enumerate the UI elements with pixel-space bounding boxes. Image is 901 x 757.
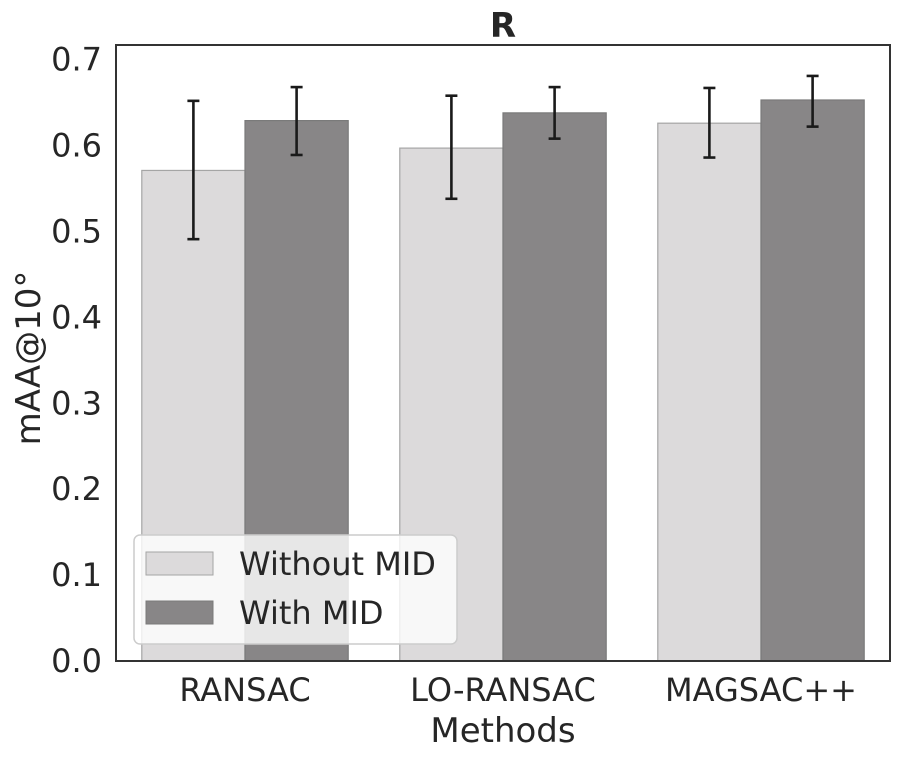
y-axis-ticks: 0.0 0.1 0.2 0.3 0.4 0.5 0.6 0.7 [51, 41, 102, 680]
legend-label-without-mid: Without MID [239, 545, 436, 583]
y-tick-label: 0.7 [51, 41, 102, 79]
y-tick-label: 0.4 [51, 298, 102, 336]
y-tick-label: 0.0 [51, 642, 102, 680]
legend-label-with-mid: With MID [239, 594, 384, 632]
bar-magsac-without-mid [657, 122, 762, 662]
y-tick-label: 0.1 [51, 556, 102, 594]
y-axis-label: mAA@10° [9, 271, 49, 446]
error-bar-magsac-with-mid [806, 74, 819, 128]
y-tick-label: 0.3 [51, 384, 102, 422]
x-axis-label: Methods [430, 711, 575, 751]
y-tick-label: 0.6 [51, 127, 102, 165]
error-bar-ransac-with-mid [290, 85, 303, 157]
error-bar-magsac-without-mid [703, 86, 716, 159]
error-bar-lo-ransac-without-mid [445, 94, 458, 201]
legend-swatch-with-mid [145, 600, 214, 625]
error-bar-ransac-without-mid [187, 99, 200, 241]
x-tick-label-magsac: MAGSAC++ [665, 671, 857, 709]
legend-swatch-without-mid [145, 551, 214, 576]
y-tick-label: 0.2 [51, 470, 102, 508]
error-bar-lo-ransac-with-mid [548, 85, 561, 140]
bar-lo-ransac-with-mid [502, 112, 607, 662]
x-tick-label-lo-ransac: LO-RANSAC [410, 671, 596, 709]
bar-magsac-with-mid [760, 99, 865, 662]
chart-title: R [490, 6, 516, 46]
error-bars-layer [187, 74, 819, 241]
x-axis-ticks: RANSAC LO-RANSAC MAGSAC++ [179, 671, 857, 709]
x-tick-label-ransac: RANSAC [179, 671, 310, 709]
legend: Without MID With MID [133, 534, 458, 645]
plot-frame [115, 44, 891, 662]
y-tick-label: 0.5 [51, 212, 102, 250]
legend-box [133, 534, 458, 645]
